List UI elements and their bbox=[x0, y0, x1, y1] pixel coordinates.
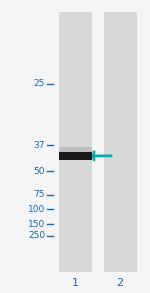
Text: 50: 50 bbox=[33, 167, 45, 176]
Bar bbox=[58, 152, 92, 160]
Bar bbox=[58, 12, 92, 272]
Bar bbox=[58, 147, 92, 152]
Text: 1: 1 bbox=[72, 278, 78, 288]
Text: 150: 150 bbox=[28, 220, 45, 229]
Bar bbox=[103, 12, 136, 272]
Text: 25: 25 bbox=[34, 79, 45, 88]
Text: 100: 100 bbox=[28, 205, 45, 214]
Text: 75: 75 bbox=[33, 190, 45, 199]
Text: 2: 2 bbox=[116, 278, 124, 288]
Text: 37: 37 bbox=[33, 141, 45, 149]
Text: 250: 250 bbox=[28, 231, 45, 240]
